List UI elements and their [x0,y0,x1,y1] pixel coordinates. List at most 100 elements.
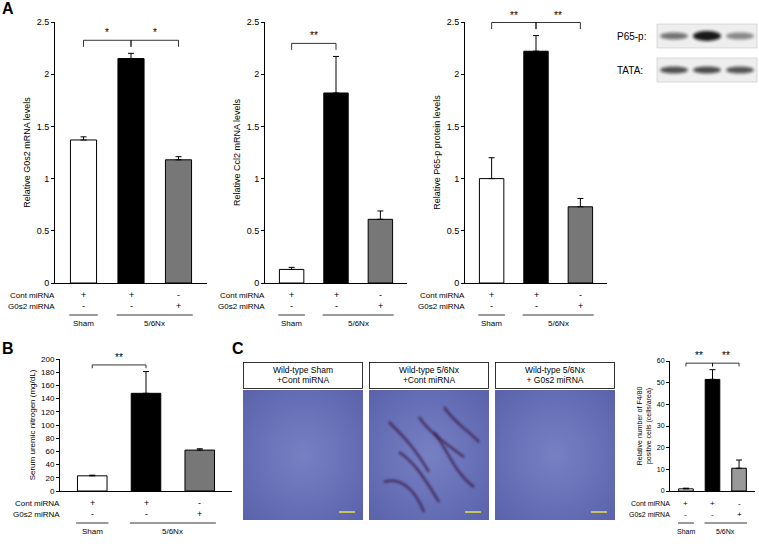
svg-text:Serum uremic nitrogen (mg/dL): Serum uremic nitrogen (mg/dL) [28,369,37,480]
svg-text:-: - [198,498,201,508]
svg-text:0: 0 [254,278,259,288]
svg-text:+Cont miRNA: +Cont miRNA [403,375,456,385]
svg-text:1.5: 1.5 [447,122,460,132]
svg-text:Sham: Sham [82,527,103,536]
svg-text:-: - [290,301,293,311]
svg-text:+: + [578,301,583,311]
svg-text:Wild-type Sham: Wild-type Sham [273,365,333,375]
svg-text:+: + [683,499,688,508]
svg-text:140: 140 [41,394,55,403]
svg-text:1.5: 1.5 [247,122,260,132]
svg-text:2.5: 2.5 [247,17,260,27]
svg-text:-: - [177,290,180,300]
svg-text:-: - [82,301,85,311]
svg-text:+: + [90,498,95,508]
svg-text:Relative G0s2 mRNA levels: Relative G0s2 mRNA levels [22,97,32,208]
svg-text:100: 100 [41,421,55,430]
svg-text:G0s2 miRNA: G0s2 miRNA [629,511,670,518]
svg-text:G0s2 miRNA: G0s2 miRNA [13,510,60,519]
svg-text:0.5: 0.5 [247,226,260,236]
svg-text:Wild-type 5/6Nx: Wild-type 5/6Nx [399,365,460,375]
svg-text:Cont miRNA: Cont miRNA [631,500,670,507]
svg-text:-: - [579,290,582,300]
svg-text:0.5: 0.5 [37,226,50,236]
svg-text:-: - [91,509,94,519]
svg-text:G0s2 miRNA: G0s2 miRNA [418,302,465,311]
svg-text:20: 20 [657,444,665,451]
svg-text:40: 40 [657,401,665,408]
svg-text:1: 1 [44,174,49,184]
svg-text:+: + [176,301,181,311]
svg-text:0.5: 0.5 [447,226,460,236]
svg-text:0: 0 [454,278,459,288]
svg-text:120: 120 [41,408,55,417]
svg-text:-: - [130,301,133,311]
svg-text:Sham: Sham [73,319,94,328]
svg-text:**: ** [554,10,562,21]
svg-text:+: + [710,499,715,508]
svg-text:G0s2 miRNA: G0s2 miRNA [8,302,55,311]
svg-text:1: 1 [254,174,259,184]
svg-text:Relative number of F4/80positi: Relative number of F4/80positive cells (… [636,387,653,466]
svg-text:+: + [129,290,134,300]
svg-text:0: 0 [50,487,55,496]
svg-text:-: - [738,499,741,508]
svg-text:2.5: 2.5 [37,17,50,27]
svg-text:2: 2 [254,69,259,79]
svg-text:60: 60 [657,357,665,364]
svg-text:+: + [378,301,383,311]
svg-text:+: + [534,290,539,300]
svg-text:**: ** [510,10,518,21]
svg-text:+Cont miRNA: +Cont miRNA [277,375,330,385]
svg-text:**: ** [695,350,703,361]
svg-text:5/6Nx: 5/6Nx [144,319,165,328]
svg-text:+: + [144,498,149,508]
svg-text:-: - [535,301,538,311]
svg-text:0: 0 [661,487,665,494]
svg-text:0: 0 [44,278,49,288]
svg-text:-: - [711,510,714,519]
svg-text:Cont miRNA: Cont miRNA [15,499,60,508]
svg-text:180: 180 [41,368,55,377]
svg-text:1.5: 1.5 [37,122,50,132]
svg-text:+: + [289,290,294,300]
svg-text:40: 40 [45,460,54,469]
svg-text:+: + [489,290,494,300]
svg-text:5/6Nx: 5/6Nx [348,319,369,328]
svg-text:Sham: Sham [677,528,695,535]
svg-text:P65-p:: P65-p: [617,31,646,42]
svg-text:+ G0s2 miRNA: + G0s2 miRNA [527,375,584,385]
svg-text:200: 200 [41,355,55,364]
svg-text:Relative P65-p protein levels: Relative P65-p protein levels [432,95,442,210]
svg-text:+: + [81,290,86,300]
svg-text:10: 10 [657,466,665,473]
svg-text:20: 20 [45,474,54,483]
svg-text:TATA:: TATA: [617,65,643,76]
svg-text:Wild-type 5/6Nx: Wild-type 5/6Nx [525,365,586,375]
svg-text:2: 2 [44,69,49,79]
svg-text:1: 1 [454,174,459,184]
svg-text:Cont miRNA: Cont miRNA [220,291,265,300]
svg-text:**: ** [310,30,318,41]
svg-text:80: 80 [45,434,54,443]
svg-text:**: ** [722,350,730,361]
svg-text:-: - [335,301,338,311]
svg-text:2: 2 [454,69,459,79]
svg-text:30: 30 [657,422,665,429]
svg-text:60: 60 [45,447,54,456]
svg-text:50: 50 [657,379,665,386]
svg-text:G0s2 miRNA: G0s2 miRNA [218,302,265,311]
svg-text:-: - [145,509,148,519]
svg-text:-: - [379,290,382,300]
svg-text:2.5: 2.5 [447,17,460,27]
svg-text:Cont miRNA: Cont miRNA [10,291,55,300]
svg-text:+: + [737,510,742,519]
svg-text:Sham: Sham [281,319,302,328]
svg-text:-: - [490,301,493,311]
svg-text:5/6Nx: 5/6Nx [162,527,183,536]
svg-text:Sham: Sham [481,319,502,328]
svg-text:160: 160 [41,381,55,390]
svg-text:-: - [684,510,687,519]
svg-text:5/6Nx: 5/6Nx [548,319,569,328]
svg-text:**: ** [115,352,123,363]
